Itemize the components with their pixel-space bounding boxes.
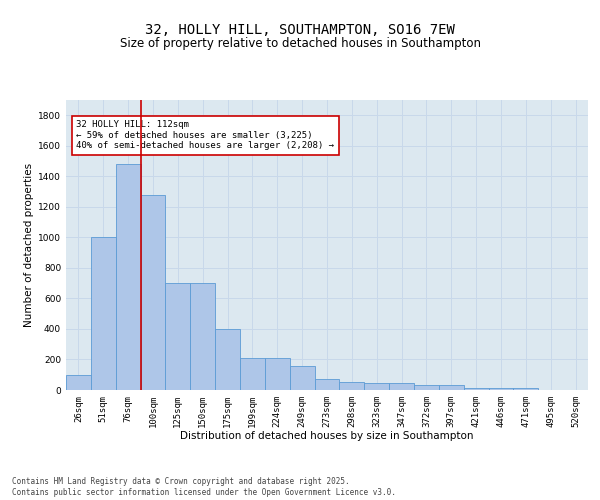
Bar	[464, 388, 488, 390]
Bar	[414, 386, 439, 390]
Y-axis label: Number of detached properties: Number of detached properties	[24, 163, 34, 327]
Bar	[240, 358, 265, 390]
Bar	[314, 378, 340, 390]
Bar	[91, 238, 116, 390]
Bar	[265, 358, 290, 390]
Bar	[439, 386, 464, 390]
Text: 32, HOLLY HILL, SOUTHAMPTON, SO16 7EW: 32, HOLLY HILL, SOUTHAMPTON, SO16 7EW	[145, 22, 455, 36]
Bar	[116, 164, 140, 390]
Bar	[215, 329, 240, 390]
Text: Contains HM Land Registry data © Crown copyright and database right 2025.
Contai: Contains HM Land Registry data © Crown c…	[12, 478, 396, 497]
Bar	[290, 366, 314, 390]
Bar	[340, 382, 364, 390]
Bar	[166, 283, 190, 390]
X-axis label: Distribution of detached houses by size in Southampton: Distribution of detached houses by size …	[180, 432, 474, 442]
Bar	[488, 388, 514, 390]
Bar	[389, 383, 414, 390]
Bar	[190, 283, 215, 390]
Bar	[66, 374, 91, 390]
Bar	[514, 388, 538, 390]
Bar	[364, 383, 389, 390]
Text: Size of property relative to detached houses in Southampton: Size of property relative to detached ho…	[119, 38, 481, 51]
Text: 32 HOLLY HILL: 112sqm
← 59% of detached houses are smaller (3,225)
40% of semi-d: 32 HOLLY HILL: 112sqm ← 59% of detached …	[76, 120, 334, 150]
Bar	[140, 194, 166, 390]
